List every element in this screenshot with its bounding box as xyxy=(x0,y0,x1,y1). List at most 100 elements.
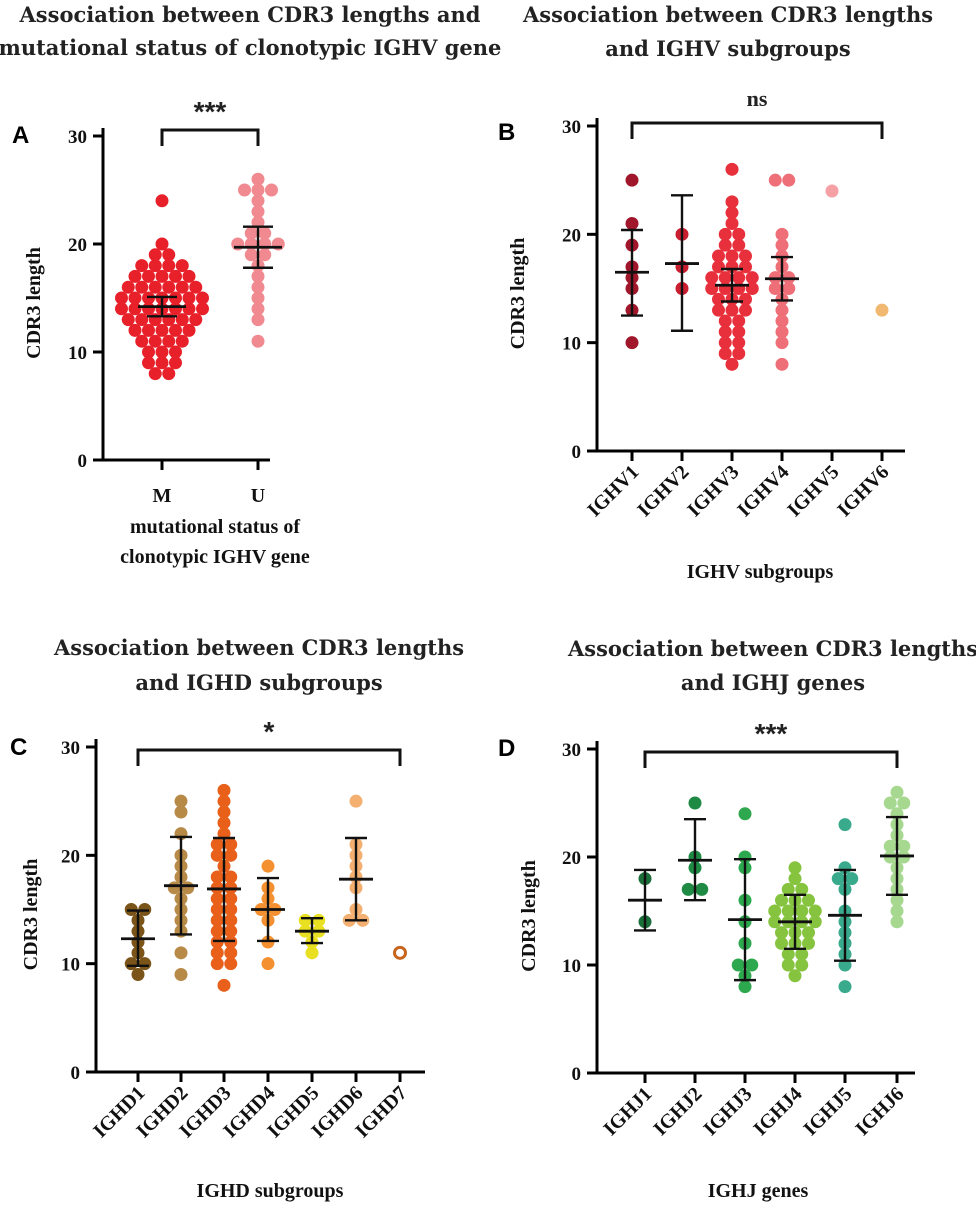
chart-title-line-2: and IGHJ genes xyxy=(681,670,865,695)
data-point xyxy=(162,280,176,294)
significance-label: ns xyxy=(747,86,768,111)
data-point xyxy=(718,227,732,241)
data-point xyxy=(162,259,176,273)
data-point xyxy=(174,805,188,819)
data-point xyxy=(775,314,789,328)
data-point xyxy=(768,173,782,187)
data-point xyxy=(142,345,155,359)
data-point xyxy=(788,872,802,886)
data-point xyxy=(625,217,639,230)
data-point xyxy=(738,807,752,821)
data-point xyxy=(261,957,275,971)
y-tick-label: 10 xyxy=(61,955,80,976)
data-point xyxy=(210,892,224,906)
data-point xyxy=(138,957,152,971)
data-point xyxy=(261,859,275,873)
data-point xyxy=(739,260,752,274)
data-point xyxy=(718,271,732,285)
data-point xyxy=(838,980,852,994)
data-point xyxy=(169,356,182,370)
data-point xyxy=(845,872,859,886)
data-point xyxy=(875,303,889,317)
data-point xyxy=(838,818,852,832)
data-point xyxy=(808,904,822,918)
data-point xyxy=(349,794,363,808)
data-point xyxy=(251,183,265,197)
data-point xyxy=(802,893,815,907)
data-point xyxy=(251,302,265,316)
data-point xyxy=(732,325,746,339)
y-tick-label: 10 xyxy=(562,334,581,355)
data-point xyxy=(142,356,155,370)
data-point xyxy=(224,913,238,927)
data-point xyxy=(712,303,725,317)
data-point xyxy=(825,184,839,198)
data-point xyxy=(148,259,162,273)
data-point xyxy=(217,783,231,797)
data-point xyxy=(155,345,169,359)
data-point xyxy=(182,323,196,337)
x-axis-label: IGHJ genes xyxy=(708,1180,809,1202)
x-tick-label: U xyxy=(251,485,265,507)
data-point xyxy=(775,936,788,950)
data-point xyxy=(182,291,196,305)
data-point xyxy=(788,969,802,983)
data-point xyxy=(155,237,169,251)
data-point xyxy=(897,796,911,810)
data-point xyxy=(155,194,169,208)
x-tick-label: IGHV6 xyxy=(833,461,893,521)
data-point xyxy=(175,280,189,294)
data-point xyxy=(210,946,224,960)
data-point xyxy=(775,325,789,339)
data-point xyxy=(795,947,809,961)
x-tick-label: IGHJ1 xyxy=(599,1083,656,1140)
y-tick-label: 0 xyxy=(572,442,582,463)
data-point xyxy=(732,314,746,328)
significance-label: *** xyxy=(194,96,227,127)
data-point xyxy=(718,314,732,328)
data-point xyxy=(174,946,188,960)
data-point xyxy=(768,915,782,929)
data-point xyxy=(121,313,135,327)
data-point xyxy=(148,280,162,294)
panel-a: Association between CDR3 lengths and muta… xyxy=(0,2,501,568)
data-point xyxy=(182,269,196,283)
data-point xyxy=(718,347,732,360)
data-point xyxy=(732,227,746,241)
data-point xyxy=(739,303,752,317)
y-tick-label: 30 xyxy=(562,117,581,138)
data-point xyxy=(224,946,238,960)
data-point xyxy=(883,796,897,810)
data-point xyxy=(162,334,176,348)
y-axis-label: CDR3 length xyxy=(518,860,540,972)
data-point xyxy=(705,271,719,285)
y-tick-label: 30 xyxy=(562,740,581,761)
data-point xyxy=(169,345,182,359)
x-tick-label: IGHJ6 xyxy=(851,1083,908,1140)
significance-bracket xyxy=(643,750,899,768)
panel-b: Association between CDR3 lengths and IGHV… xyxy=(498,2,933,583)
y-axis-label: CDR3 length xyxy=(23,247,45,359)
data-point xyxy=(725,357,739,371)
x-tick-label: IGHV5 xyxy=(783,461,843,521)
data-point xyxy=(217,978,231,992)
data-point xyxy=(831,872,845,886)
y-tick-label: 10 xyxy=(562,956,581,977)
data-point xyxy=(795,904,809,918)
data-point xyxy=(142,269,155,283)
data-point xyxy=(131,968,145,981)
data-point xyxy=(224,848,238,862)
data-point xyxy=(196,291,209,305)
data-point xyxy=(210,924,224,938)
data-point xyxy=(725,217,739,230)
data-point xyxy=(725,249,739,263)
x-axis-label-line-1: mutational status of xyxy=(130,516,300,538)
data-point xyxy=(135,280,149,294)
data-point xyxy=(174,968,188,981)
data-point xyxy=(775,227,789,241)
data-point xyxy=(128,323,142,337)
data-point xyxy=(725,162,739,176)
data-point xyxy=(745,958,759,972)
data-point xyxy=(217,794,231,808)
data-point xyxy=(781,882,795,896)
